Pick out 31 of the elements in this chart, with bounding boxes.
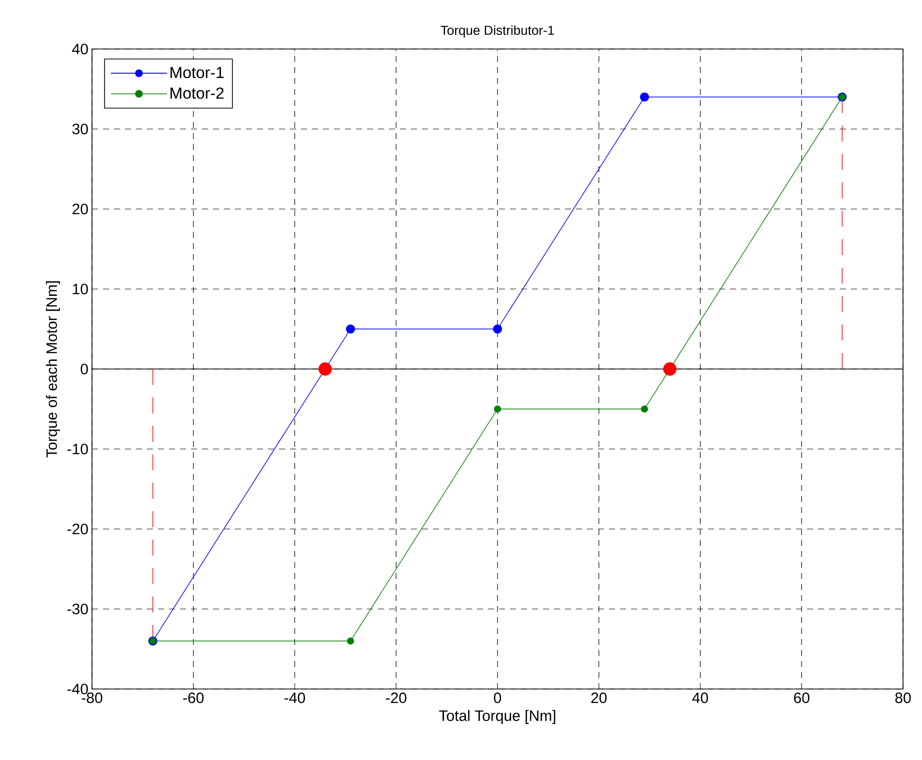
point bbox=[663, 362, 677, 376]
y-tick-label: -20 bbox=[67, 524, 88, 534]
x-tick-label: 0 bbox=[494, 692, 502, 704]
y-tick-label: -10 bbox=[67, 444, 88, 454]
x-tick-label: -40 bbox=[284, 692, 305, 704]
legend-label: Motor-1 bbox=[170, 66, 224, 78]
x-tick-label: -60 bbox=[183, 692, 204, 704]
y-tick-label: 0 bbox=[80, 364, 88, 374]
point bbox=[346, 637, 354, 645]
y-tick-label: 30 bbox=[72, 124, 88, 134]
x-tick-label: 80 bbox=[895, 692, 911, 704]
y-tick-label: 20 bbox=[72, 204, 88, 214]
y-tick-label: -30 bbox=[67, 604, 88, 614]
x-tick-label: -80 bbox=[82, 692, 102, 704]
legend-label: Motor-2 bbox=[170, 87, 224, 99]
x-tick-label: 40 bbox=[692, 692, 708, 704]
y-tick-label: -40 bbox=[67, 684, 88, 694]
point bbox=[318, 362, 332, 376]
point bbox=[492, 324, 502, 334]
chart-title: Torque Distributor-1 bbox=[440, 25, 554, 38]
point bbox=[640, 92, 650, 102]
point bbox=[494, 405, 502, 413]
x-axis-title: Total Torque [Nm] bbox=[439, 710, 556, 724]
point bbox=[346, 324, 356, 334]
y-tick-label: 40 bbox=[72, 44, 88, 54]
x-tick-label: 60 bbox=[794, 692, 810, 704]
y-axis-title: Torque of each Motor [Nm] bbox=[46, 281, 60, 458]
x-tick-label: 20 bbox=[591, 692, 607, 704]
point bbox=[640, 405, 648, 413]
x-tick-label: -20 bbox=[386, 692, 406, 704]
y-tick-label: 10 bbox=[72, 284, 88, 294]
